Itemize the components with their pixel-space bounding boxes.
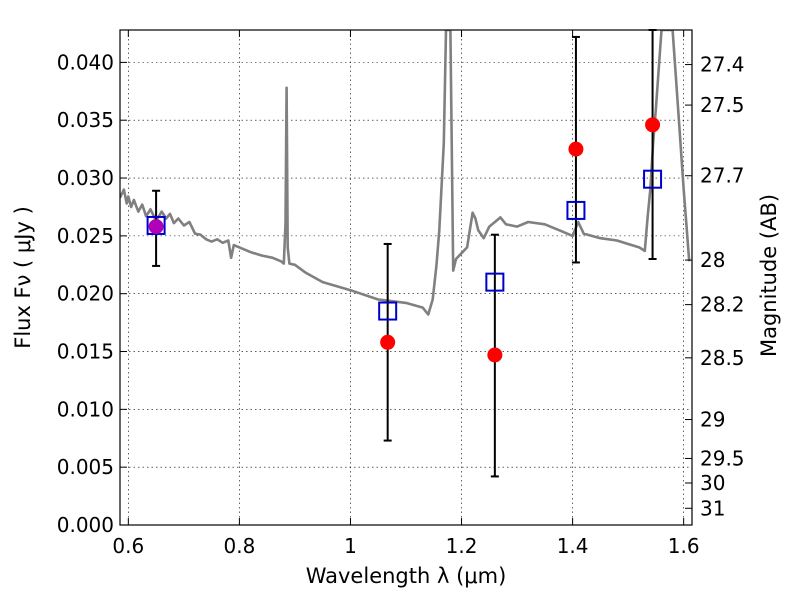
x-tick-label: 1.2 <box>446 534 478 558</box>
y-tick-label: 0.030 <box>57 166 114 190</box>
y-tick-label: 0.035 <box>57 108 114 132</box>
x-tick-label: 1.4 <box>557 534 589 558</box>
model-photometry-square <box>566 200 586 220</box>
mag-tick-label: 29 <box>700 408 725 432</box>
mag-tick-label: 27.7 <box>700 164 745 188</box>
model-spectrum-layer <box>120 30 691 316</box>
model-photometry-square <box>643 169 663 189</box>
y-tick-label: 0.020 <box>57 282 114 306</box>
x-tick-label: 0.8 <box>223 534 255 558</box>
markers-layer <box>146 117 663 363</box>
observed-point <box>568 141 584 157</box>
x-tick-label: 1 <box>344 534 357 558</box>
observed-point <box>487 347 503 363</box>
mag-tick-label: 28.5 <box>700 346 745 370</box>
mag-tick-label: 28 <box>700 248 725 272</box>
mag-tick-label: 27.4 <box>700 53 745 77</box>
y2-axis-label: Magnitude (AB) <box>757 194 781 357</box>
ticks-layer: 0.6 0.8 1 1.2 1.4 1.6 0.000 0.005 0.010 0.015 0.02… <box>57 30 745 558</box>
mag-tick-label: 30 <box>700 471 725 495</box>
observed-point <box>380 334 396 350</box>
y-tick-label: 0.015 <box>57 340 114 364</box>
model-photometry-square <box>378 301 398 321</box>
mag-tick-label: 28.2 <box>700 293 745 317</box>
x-axis-label: Wavelength λ (μm) <box>306 564 507 588</box>
x-tick-label: 0.6 <box>112 534 144 558</box>
y-tick-label: 0.010 <box>57 397 114 421</box>
y-tick-label: 0.040 <box>57 50 114 74</box>
mag-tick-label: 29.5 <box>700 446 745 470</box>
model-photometry-square <box>485 272 505 292</box>
grid <box>120 30 692 526</box>
mag-tick-label: 27.5 <box>700 93 745 117</box>
observed-point <box>148 219 164 235</box>
observed-point <box>645 117 661 133</box>
model-spectrum-line <box>120 30 691 316</box>
plot-frame <box>119 29 693 526</box>
mag-tick-label: 31 <box>700 496 725 520</box>
y-tick-label: 0.005 <box>57 455 114 479</box>
y-tick-label: 0.000 <box>57 513 114 537</box>
x-tick-label: 1.6 <box>668 534 700 558</box>
y-axis-label: Flux Fν ( μJy ) <box>11 206 35 349</box>
y-tick-label: 0.025 <box>57 224 114 248</box>
